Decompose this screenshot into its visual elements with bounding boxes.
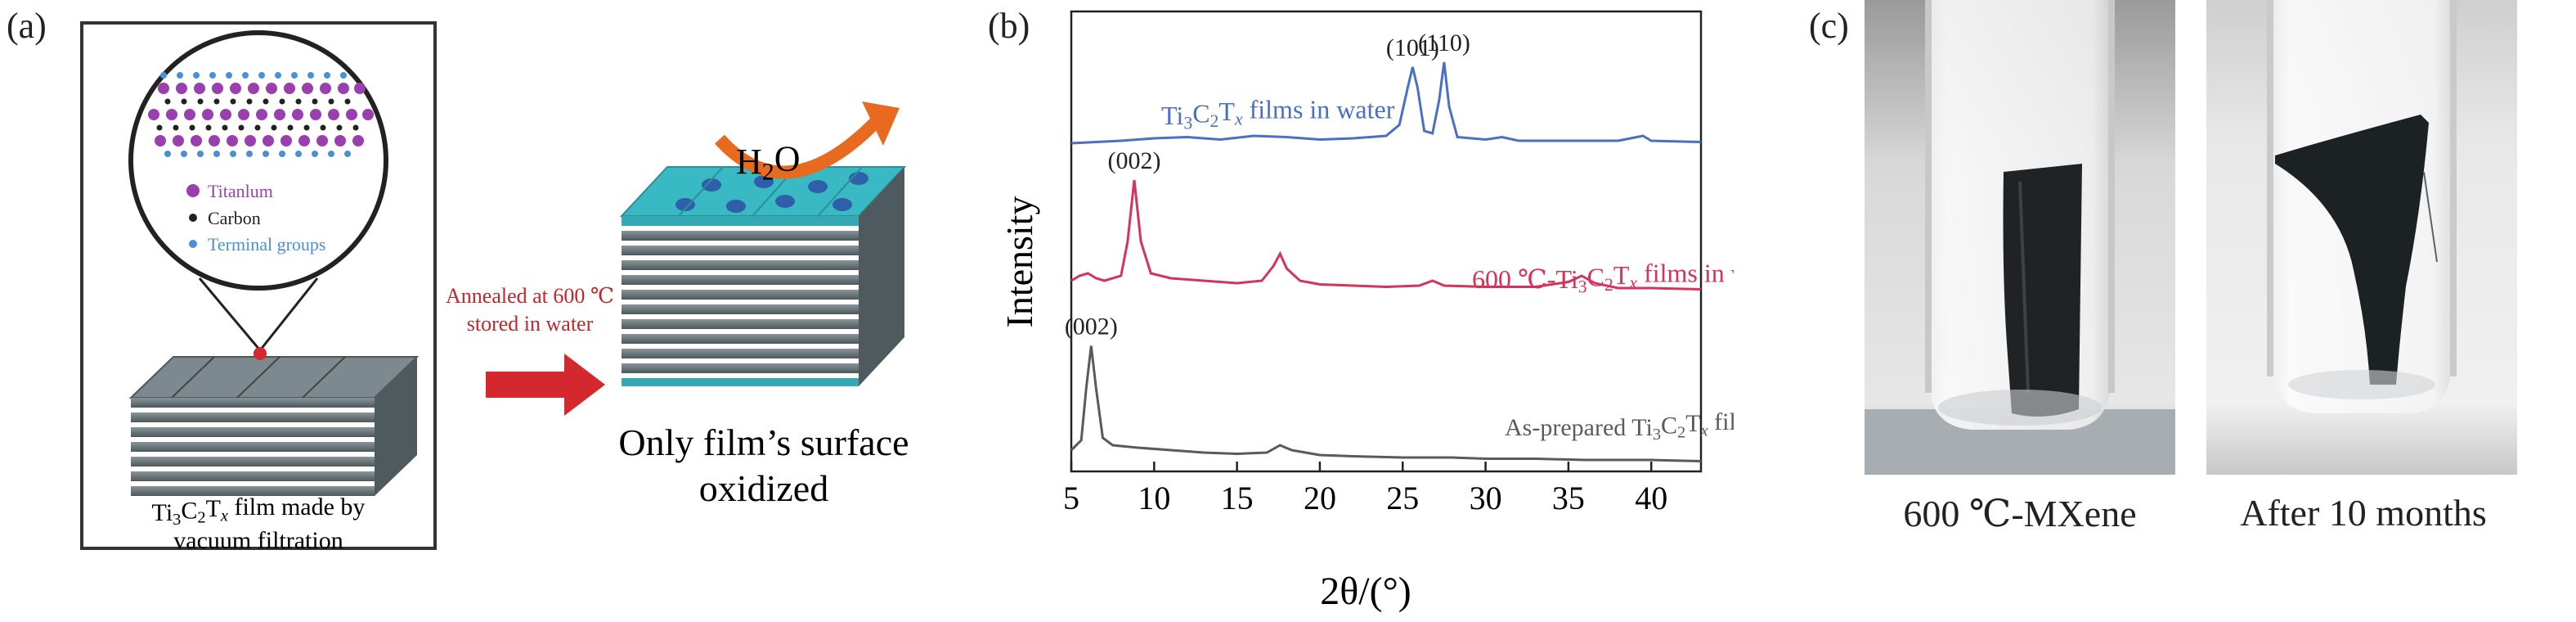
plot-frame: [1070, 10, 1703, 473]
x-tick-label: 35: [1552, 480, 1585, 516]
zoom-circle: [128, 30, 388, 291]
film-caption-line2: vacuum filtration: [173, 527, 343, 554]
atomic-rows: [148, 72, 374, 157]
x-tick-label: 30: [1470, 480, 1502, 516]
xrd-chart: 5 10 15 20 25 30 35 40 Ti3​C2​Tx​ films in wate…: [999, 10, 1734, 613]
oxidized-film-stack: [619, 166, 907, 386]
schematic-frame: [80, 21, 437, 550]
x-axis-label: 2θ/(°): [1320, 570, 1411, 613]
legend-carbon: Carbon: [208, 208, 261, 228]
water-label: H2​O: [736, 138, 801, 185]
film-caption-line1: Ti3​C2​Tx​ film made by: [152, 494, 366, 529]
terminal-legend-marker: [189, 240, 197, 248]
panel-c-letter: (c): [1809, 6, 1849, 46]
arrow-label-line2: stored in water: [467, 312, 594, 336]
x-tick-label: 5: [1063, 480, 1079, 516]
panel-a-letter: (a): [7, 6, 47, 46]
arrow-label-line1: Annealed at 600 ℃: [446, 284, 614, 308]
series-label-2: 600 ℃-Ti3​C2​Tx​ films in water: [1472, 258, 1734, 296]
oxidized-caption-line2: oxidized: [699, 467, 828, 509]
x-tick-label: 40: [1635, 480, 1667, 516]
x-tick-label: 25: [1386, 480, 1419, 516]
y-axis-label: Intensity: [999, 196, 1040, 328]
series-label-3: As-prepared Ti3​C2​Tx​ films: [1505, 408, 1734, 444]
peak-annotation: (002): [1065, 313, 1118, 340]
panel-b-letter: (b): [988, 6, 1030, 46]
x-tick-label: 20: [1304, 480, 1336, 516]
photo1-caption: 600 ℃-MXene: [1903, 493, 2137, 534]
legend-terminal: Terminal groups: [208, 234, 325, 255]
anneal-arrow: [486, 354, 605, 416]
carbon-legend-marker: [189, 214, 197, 222]
peak-annotation: (110): [1418, 29, 1470, 56]
series-line-1: [1070, 61, 1702, 145]
pristine-film-stack: [128, 347, 420, 496]
series-line-2: [1070, 179, 1702, 291]
water-curved-arrow: [715, 118, 880, 179]
titanium-legend-marker: [186, 184, 200, 197]
photo-600c-mxene: [1865, 0, 2175, 475]
series-label-1: Ti3​C2​Tx​ films in water: [1161, 94, 1395, 133]
legend-titanium: Titanlum: [208, 181, 273, 201]
photo2-caption: After 10 months: [2240, 492, 2487, 534]
panel-a-schematic: Titanlum Carbon Terminal groups Ti3​C2​T…: [80, 21, 909, 554]
peak-annotation: (101): [1386, 34, 1439, 61]
peak-annotation: (002): [1108, 147, 1161, 174]
oxidized-caption-line1: Only film’s surface: [618, 421, 909, 463]
photo-after-10-months: [2206, 0, 2517, 475]
x-tick-label: 10: [1138, 480, 1170, 516]
series-line-3: [1070, 345, 1702, 462]
x-tick-label: 15: [1221, 480, 1254, 516]
